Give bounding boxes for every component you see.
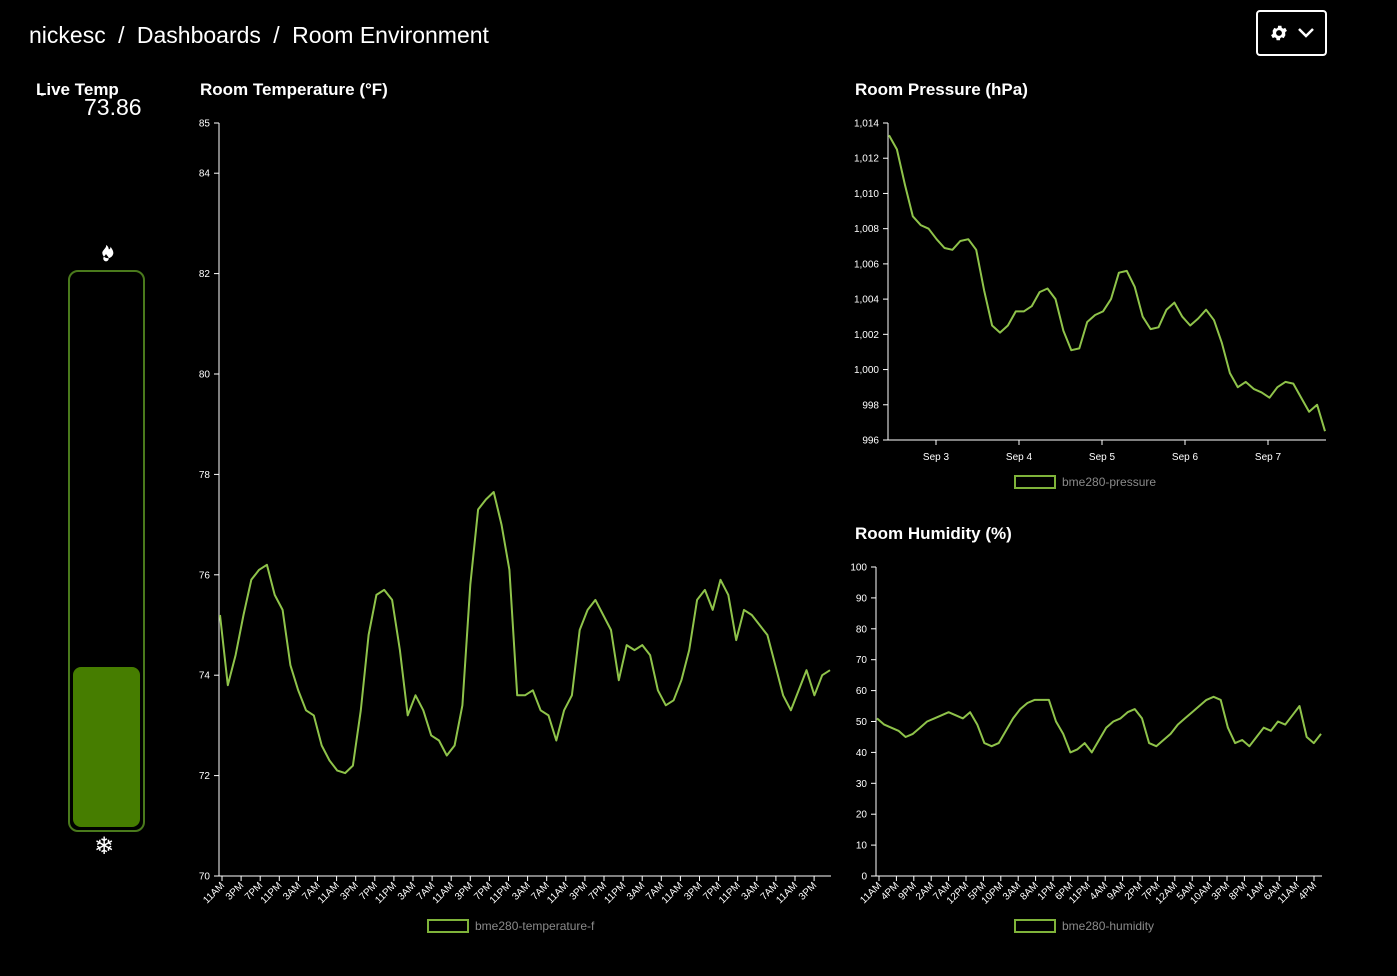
y-tick-label: 40 <box>856 748 868 759</box>
x-tick-label: 8PM <box>1227 880 1249 902</box>
y-tick-label: 1,014 <box>854 119 879 130</box>
y-tick-label: 1,004 <box>854 295 879 306</box>
x-tick-label: 3AM <box>1001 880 1023 902</box>
legend-swatch <box>1014 919 1056 933</box>
y-tick-label: 82 <box>199 269 211 280</box>
gear-icon <box>1270 25 1287 41</box>
humidity-chart-title: Room Humidity (%) <box>855 524 1012 543</box>
x-tick-label: 2PM <box>1123 880 1145 902</box>
x-tick-label: 8AM <box>1018 880 1040 902</box>
temperature-gauge <box>68 270 145 832</box>
series-line <box>876 695 1322 754</box>
page-title: Room Environment <box>292 22 489 48</box>
breadcrumb: nickesc / Dashboards / Room Environment <box>29 22 489 49</box>
y-tick-label: 30 <box>856 779 868 790</box>
x-tick-label: Sep 4 <box>1006 452 1033 463</box>
y-tick-label: 90 <box>856 593 868 604</box>
y-tick-label: 74 <box>199 671 211 682</box>
y-tick-label: 70 <box>199 872 211 883</box>
series-line <box>888 134 1326 432</box>
x-tick-label: 4PM <box>879 880 901 902</box>
live-temp-label: Live Temp <box>36 80 119 99</box>
y-tick-label: 996 <box>862 436 879 447</box>
live-temp-value: 73.86 <box>84 94 142 120</box>
x-tick-label: 9PM <box>897 880 919 902</box>
humidity-legend-label: bme280-humidity <box>1062 919 1155 933</box>
y-tick-label: 72 <box>199 771 211 782</box>
y-tick-label: 76 <box>199 570 211 581</box>
y-tick-label: 1,008 <box>854 224 879 235</box>
breadcrumb-separator: / <box>273 22 280 48</box>
y-tick-label: 80 <box>856 624 868 635</box>
breadcrumb-dashboards[interactable]: Dashboards <box>136 22 261 48</box>
y-tick-label: 1,002 <box>854 330 879 341</box>
y-tick-label: 20 <box>856 810 868 821</box>
y-tick-label: 80 <box>199 370 211 381</box>
legend-swatch <box>1014 475 1056 489</box>
y-tick-label: 100 <box>850 563 867 574</box>
degree-symbol: ° <box>40 92 45 104</box>
snowflake-icon: ❄ <box>94 833 115 860</box>
y-tick-label: 0 <box>861 872 867 883</box>
temperature-gauge-fill <box>73 667 140 827</box>
x-tick-label: 1AM <box>1245 880 1267 902</box>
temperature-chart-title: Room Temperature (°F) <box>200 80 388 99</box>
settings-menu-button[interactable] <box>1256 10 1327 56</box>
x-tick-label: Sep 6 <box>1172 452 1199 463</box>
x-tick-label: 9AM <box>1105 880 1127 902</box>
breadcrumb-separator: / <box>118 22 125 48</box>
legend-swatch <box>427 919 469 933</box>
y-tick-label: 50 <box>856 717 868 728</box>
series-line <box>219 491 831 775</box>
x-tick-label: 2AM <box>914 880 936 902</box>
breadcrumb-user[interactable]: nickesc <box>29 22 106 48</box>
y-tick-label: 10 <box>856 841 868 852</box>
temperature-legend-label: bme280-temperature-f <box>475 919 595 933</box>
pressure-legend[interactable]: bme280-pressure <box>1014 475 1156 489</box>
x-tick-label: Sep 7 <box>1255 452 1282 463</box>
x-tick-label: 3PM <box>1210 880 1232 902</box>
x-tick-label: 4AM <box>1088 880 1110 902</box>
y-tick-label: 70 <box>856 655 868 666</box>
y-tick-label: 85 <box>199 119 211 130</box>
y-tick-label: 1,006 <box>854 259 879 270</box>
humidity-legend[interactable]: bme280-humidity <box>1014 919 1154 933</box>
y-tick-label: 60 <box>856 686 868 697</box>
y-tick-label: 1,000 <box>854 365 879 376</box>
chevron-down-icon <box>1297 28 1314 38</box>
y-tick-label: 1,010 <box>854 189 879 200</box>
y-tick-label: 998 <box>862 400 879 411</box>
y-tick-label: 1,012 <box>854 154 879 165</box>
y-tick-label: 78 <box>199 470 211 481</box>
pressure-legend-label: bme280-pressure <box>1062 475 1157 489</box>
x-tick-label: Sep 5 <box>1089 452 1116 463</box>
x-tick-label: Sep 3 <box>923 452 950 463</box>
x-tick-label: 4PM <box>1297 880 1319 902</box>
x-tick-label: 1PM <box>1036 880 1058 902</box>
y-tick-label: 84 <box>199 169 211 180</box>
pressure-chart-title: Room Pressure (hPa) <box>855 80 1028 99</box>
temperature-legend[interactable]: bme280-temperature-f <box>427 919 594 933</box>
flame-icon <box>102 244 114 262</box>
